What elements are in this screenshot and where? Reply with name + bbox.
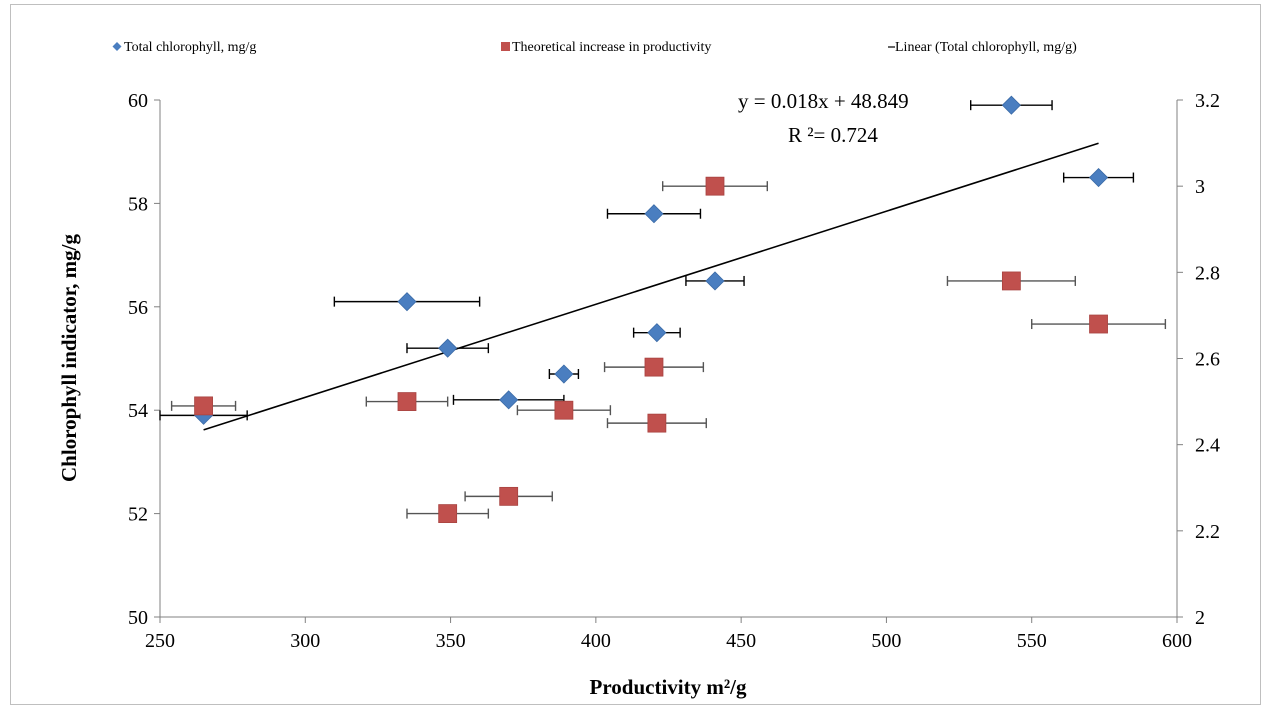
y-tick-label: 52 (128, 504, 148, 526)
y-tick-label: 60 (128, 90, 148, 112)
y2-tick-label: 2.4 (1195, 435, 1220, 457)
data-point-square (499, 486, 519, 506)
x-tick-label: 300 (290, 630, 320, 652)
data-point-square (1089, 314, 1108, 334)
markers-layer (194, 95, 1109, 524)
data-point-square (1001, 271, 1021, 291)
data-point-square (194, 396, 213, 416)
legend-diamond-icon (112, 42, 122, 51)
data-point-diamond (554, 364, 574, 384)
data-point-diamond (644, 204, 664, 224)
y2-axis-ticks: 2 2.2 2.4 2.6 2.8 3 3.2 (1177, 90, 1220, 629)
x-axis-title: Productivity m²/g (590, 675, 747, 699)
data-point-square (647, 413, 667, 433)
data-point-square (554, 400, 574, 420)
legend-label-theoretical-increase: Theoretical increase in productivity (512, 40, 711, 55)
legend-label-total-chlorophyll: Total chlorophyll, mg/g (124, 40, 256, 55)
data-point-diamond (647, 323, 667, 343)
y2-tick-label: 3.2 (1195, 90, 1220, 112)
data-point-diamond (1001, 95, 1021, 115)
y2-tick-label: 2.6 (1195, 349, 1220, 371)
data-point-diamond (1088, 167, 1109, 188)
y2-tick-label: 2 (1195, 607, 1205, 629)
data-point-square (644, 357, 664, 377)
y-tick-label: 56 (128, 297, 148, 319)
y2-tick-label: 2.2 (1195, 521, 1220, 543)
data-point-diamond (397, 292, 417, 312)
y-tick-label: 58 (128, 193, 148, 215)
y-tick-label: 54 (128, 400, 148, 422)
x-tick-label: 350 (436, 630, 466, 652)
y2-tick-label: 2.8 (1195, 262, 1220, 284)
x-tick-label: 400 (581, 630, 611, 652)
data-point-square (438, 504, 458, 524)
data-point-square (705, 176, 725, 196)
data-point-diamond (499, 390, 519, 410)
legend: Total chlorophyll, mg/g Theoretical incr… (112, 40, 1077, 55)
x-axis-ticks: 250 300 350 400 450 500 550 600 (145, 617, 1192, 652)
trendline-equation: y = 0.018x + 48.849 (738, 89, 909, 113)
data-point-diamond (438, 338, 458, 358)
trendline-layer (203, 142, 1099, 431)
error-bars-layer (159, 100, 1167, 519)
y2-tick-label: 3 (1195, 176, 1205, 198)
trendline (203, 142, 1099, 431)
legend-square-icon (501, 42, 510, 51)
y-axis-title: Chlorophyll indicator, mg/g (57, 234, 81, 482)
x-tick-label: 500 (871, 630, 901, 652)
x-tick-label: 250 (145, 630, 175, 652)
x-tick-label: 600 (1162, 630, 1192, 652)
x-tick-label: 550 (1017, 630, 1047, 652)
y-tick-label: 50 (128, 607, 148, 629)
legend-label-linear-trend: Linear (Total chlorophyll, mg/g) (895, 40, 1077, 55)
x-tick-label: 450 (726, 630, 756, 652)
data-point-square (397, 392, 417, 411)
axes (159, 100, 1178, 618)
r-squared-label: R ²= 0.724 (788, 123, 878, 147)
y-axis-ticks: 50 52 54 56 58 60 (128, 90, 160, 629)
chart-border (10, 4, 1261, 705)
data-point-diamond (705, 271, 725, 291)
